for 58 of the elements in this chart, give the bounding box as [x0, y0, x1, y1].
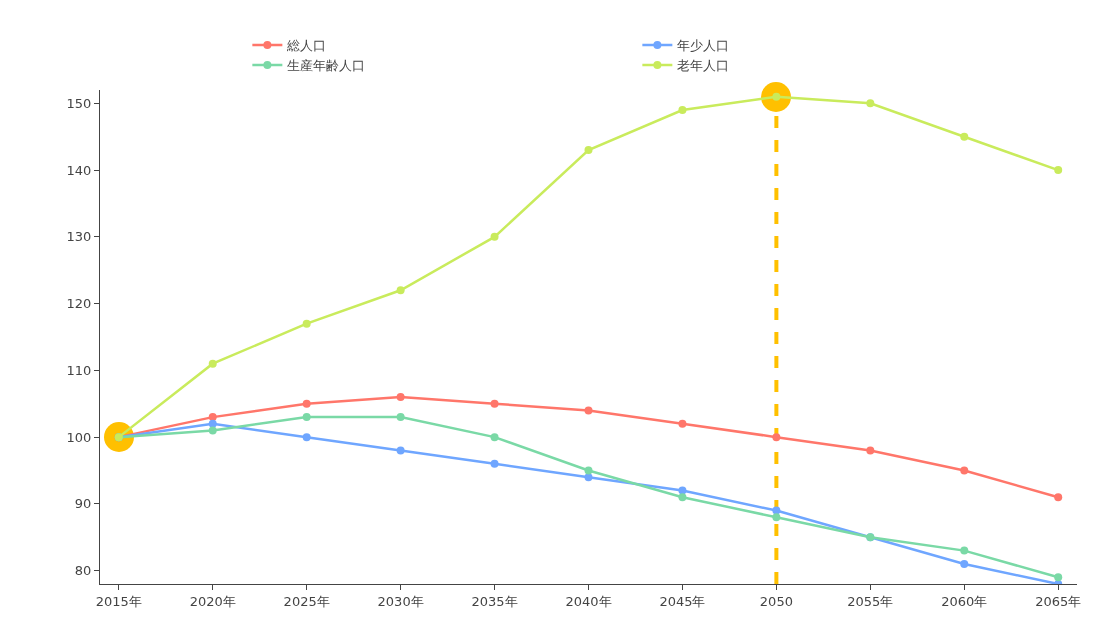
- x-tick-label: 2050: [759, 593, 793, 609]
- x-tick-label: 2040年: [565, 593, 612, 609]
- point: [490, 399, 499, 408]
- x-tick-label: 2065年: [1035, 593, 1082, 609]
- point: [396, 393, 405, 402]
- point: [490, 433, 499, 442]
- y-tick-label: 80: [74, 563, 92, 579]
- point: [490, 232, 499, 241]
- point: [1054, 166, 1063, 175]
- point: [302, 399, 311, 408]
- x-tick-label: 2015年: [95, 593, 142, 609]
- point: [208, 359, 217, 368]
- y-tick-label: 130: [66, 229, 92, 245]
- point: [772, 513, 781, 522]
- point: [396, 286, 405, 295]
- point: [678, 106, 687, 115]
- point: [1054, 493, 1063, 502]
- point: [960, 132, 969, 141]
- point: [678, 493, 687, 502]
- point: [960, 559, 969, 568]
- point: [772, 433, 781, 442]
- x-tick-label: 2020年: [189, 593, 236, 609]
- point: [584, 466, 593, 475]
- legend-label: 老年人口: [677, 58, 730, 74]
- x-tick-label: 2055年: [847, 593, 894, 609]
- point: [678, 419, 687, 428]
- point: [772, 506, 781, 515]
- x-tick-label: 2045年: [659, 593, 706, 609]
- x-tick-label: 2060年: [941, 593, 988, 609]
- point: [490, 459, 499, 468]
- point: [584, 406, 593, 415]
- y-tick-label: 150: [66, 95, 92, 111]
- point: [208, 419, 217, 428]
- y-tick-label: 110: [66, 362, 92, 378]
- y-tick-label: 140: [66, 162, 92, 178]
- point: [302, 413, 311, 422]
- y-tick-label: 90: [74, 496, 92, 512]
- point: [960, 546, 969, 555]
- point: [208, 426, 217, 435]
- x-tick-label: 2035年: [471, 593, 518, 609]
- point: [866, 446, 875, 455]
- point: [866, 99, 875, 108]
- point: [208, 413, 217, 422]
- point: [396, 446, 405, 455]
- point: [302, 433, 311, 442]
- y-tick-label: 100: [66, 429, 92, 445]
- x-tick-label: 2030年: [377, 593, 424, 609]
- point: [584, 146, 593, 155]
- point: [584, 473, 593, 482]
- point: [302, 319, 311, 328]
- point: [960, 466, 969, 475]
- legend-label: 生産年齢人口: [287, 58, 366, 74]
- point: [1054, 573, 1063, 582]
- y-tick-label: 120: [66, 296, 92, 312]
- legend-label: 年少人口: [677, 38, 730, 54]
- x-tick-label: 2025年: [283, 593, 330, 609]
- legend-label: 総人口: [286, 38, 327, 54]
- point: [396, 413, 405, 422]
